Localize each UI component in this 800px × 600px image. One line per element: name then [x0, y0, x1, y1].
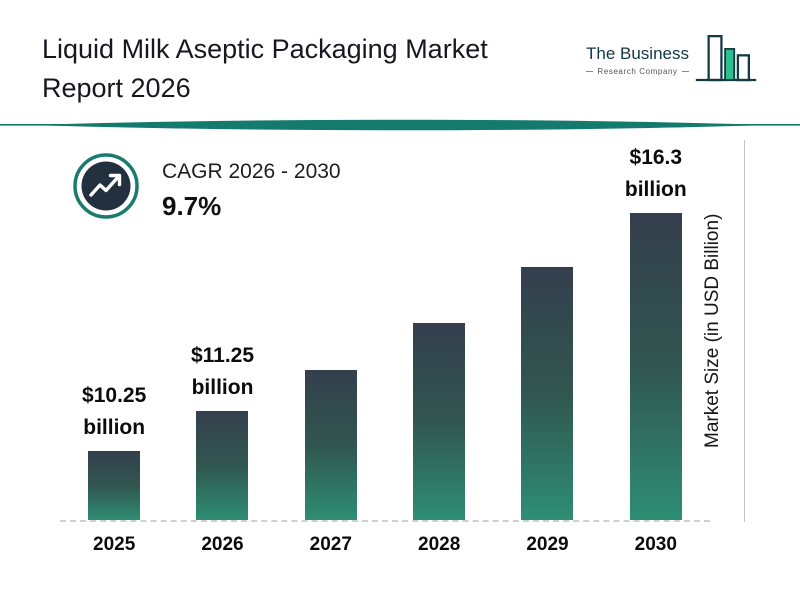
logo-name: The Business	[586, 44, 689, 63]
logo-rule-left	[586, 71, 594, 72]
bar-2027	[304, 370, 357, 520]
x-axis-label-2026: 2026	[201, 534, 244, 555]
bar-chart: $10.25 billion $11.25 billion $16.3 billion 2…	[60, 142, 710, 556]
bar-value-label-2030: $16.3 billion	[624, 146, 687, 201]
logo-subtitle: Research Company	[586, 67, 689, 76]
company-logo: The Business Research Company	[586, 30, 758, 88]
bar-value-label-2025: $10.25 billion	[82, 384, 147, 439]
y-axis-title: Market Size (in USD Billion)	[702, 213, 723, 449]
bar-2029	[521, 267, 574, 520]
cagr-label: CAGR 2026 - 2030	[162, 160, 341, 183]
logo-rule-right	[681, 71, 689, 72]
logo-subtitle-text: Research Company	[597, 67, 678, 76]
bar-2028	[413, 323, 466, 520]
growth-trend-icon	[73, 153, 139, 219]
x-axis-label-2029: 2029	[526, 534, 569, 555]
bar-2030	[629, 213, 682, 520]
bar-2026	[196, 411, 249, 520]
x-axis-label-2027: 2027	[309, 534, 352, 555]
divider-line	[0, 119, 800, 131]
bar-column-2030: $16.3 billion	[602, 142, 710, 520]
bar-column-2028	[385, 142, 493, 520]
plot-area: $10.25 billion $11.25 billion $16.3 billion	[60, 142, 710, 522]
page-title: Liquid Milk Aseptic Packaging Market Rep…	[42, 30, 488, 108]
bar-column-2025: $10.25 billion	[60, 142, 168, 520]
x-axis-label-2025: 2025	[93, 534, 136, 555]
bar-column-2027	[277, 142, 385, 520]
bar-2025	[88, 451, 141, 520]
x-axis-labels: 2025 2026 2027 2028 2029 2030	[60, 534, 710, 556]
y-axis-line	[744, 140, 745, 522]
bar-column-2026: $11.25 billion	[168, 142, 276, 520]
company-logo-text: The Business Research Company	[586, 44, 689, 88]
title-line-2: Report 2026	[42, 73, 191, 104]
title-line-1: Liquid Milk Aseptic Packaging Market	[42, 34, 488, 64]
bar-chart-logo-icon	[695, 35, 757, 82]
x-axis-label-2030: 2030	[634, 534, 677, 555]
cagr-text: CAGR 2026 - 2030 9.7%	[162, 152, 341, 222]
bar-value-label-2026: $11.25 billion	[190, 344, 255, 399]
cagr-value: 9.7%	[162, 191, 222, 221]
cagr-block: CAGR 2026 - 2030 9.7%	[72, 152, 341, 222]
bar-column-2029	[493, 142, 601, 520]
x-axis-label-2028: 2028	[418, 534, 461, 555]
